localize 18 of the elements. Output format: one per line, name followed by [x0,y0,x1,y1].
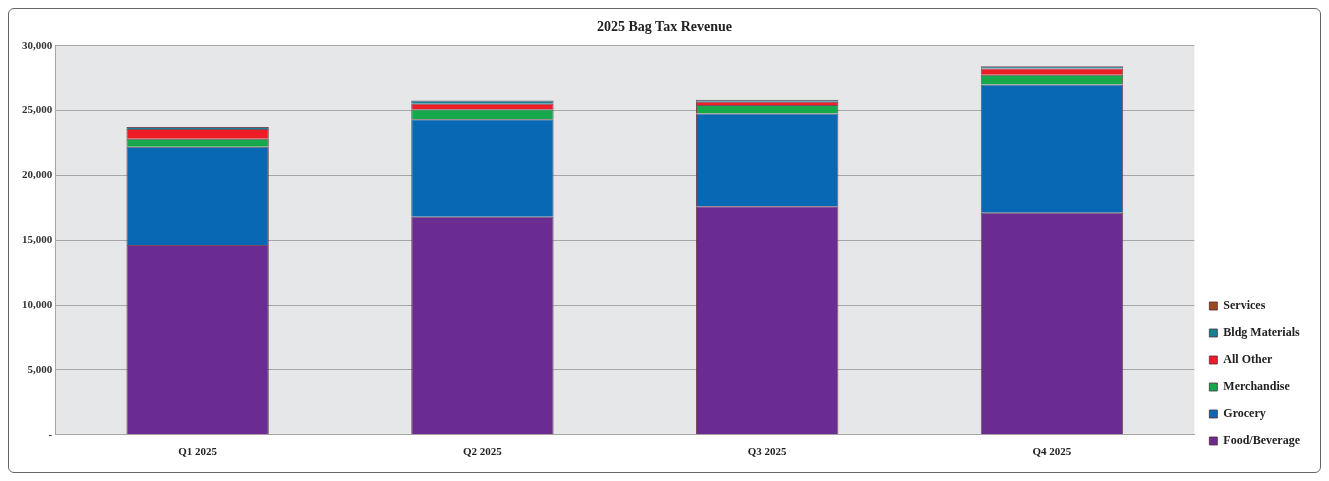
y-tick-label: 10,000 [22,297,53,310]
legend-label: Grocery [1223,406,1266,421]
legend-label: Bldg Materials [1223,325,1301,340]
y-tick-label: 20,000 [22,168,53,181]
legend-label: All Other [1223,352,1274,367]
x-tick-label: Q4 2025 [1032,445,1072,458]
y-tick-label: 30,000 [22,38,53,51]
chart-title: 2025 Bag Tax Revenue [597,19,732,35]
legend-label: Merchandise [1223,379,1291,394]
y-tick-label: 5,000 [27,362,53,375]
x-tick-label: Q3 2025 [747,445,788,458]
y-tick-label: 15,000 [22,233,53,246]
legend-label: Food/Beverage [1223,433,1301,448]
y-tick-label: - [48,427,53,440]
legend-label: Services [1223,298,1266,313]
x-tick-label: Q1 2025 [178,445,218,458]
x-tick-label: Q2 2025 [463,445,503,458]
y-tick-label: 25,000 [22,103,53,116]
